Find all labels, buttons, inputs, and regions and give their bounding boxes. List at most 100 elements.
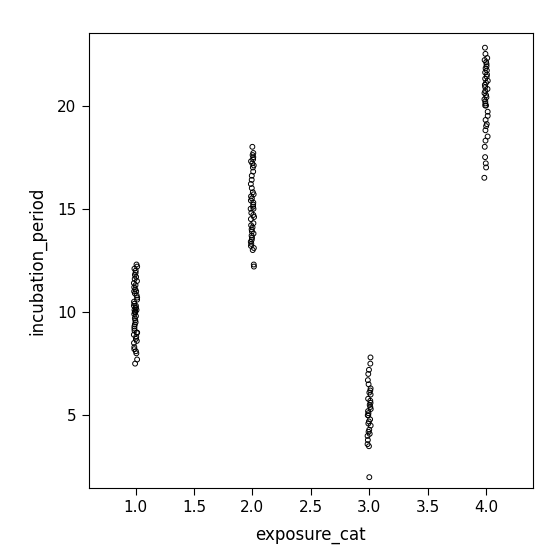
Point [482,58,491,66]
Point [364,409,373,418]
Point [130,307,139,316]
Point [130,264,139,273]
Point [248,159,257,168]
Point [130,299,139,308]
Point [130,359,139,368]
Point [249,161,258,170]
Point [366,390,375,399]
Point [366,415,375,424]
Point [482,101,491,110]
Point [248,171,256,180]
Point [364,435,372,444]
Point [364,376,372,384]
Point [247,225,256,234]
Point [480,55,489,64]
Point [132,349,141,358]
Point [132,273,140,281]
Point [246,221,255,230]
Point [131,268,140,277]
Point [366,359,375,368]
Point [248,223,257,232]
Point [249,204,258,213]
Point [246,237,255,246]
Point [132,335,140,343]
Point [249,153,258,162]
Point [482,120,491,129]
Point [483,107,492,116]
Point [365,442,374,450]
Point [483,76,492,85]
Point [133,295,142,304]
Point [365,425,374,434]
Point [132,304,140,312]
Point [481,99,490,108]
Point [130,320,139,329]
Point [366,403,375,412]
Point [249,202,258,211]
Point [129,301,138,310]
Point [248,235,256,244]
Point [130,345,139,353]
Point [482,122,491,131]
Point [481,86,490,95]
Point [249,198,258,207]
Point [133,355,142,364]
X-axis label: exposure_cat: exposure_cat [255,526,366,544]
Point [364,370,373,378]
Point [246,157,255,166]
Point [246,242,255,250]
Point [249,260,258,269]
Point [248,142,257,151]
Point [481,116,490,125]
Point [131,285,140,294]
Point [133,336,142,345]
Point [482,66,491,75]
Point [483,111,492,120]
Point [482,60,491,69]
Point [132,291,141,300]
Point [482,91,491,100]
Point [129,297,138,306]
Point [482,72,491,81]
Point [247,208,256,217]
Point [480,142,489,151]
Point [248,151,257,160]
Point [481,136,490,145]
Point [366,386,375,395]
Point [248,245,257,254]
Point [364,411,372,420]
Point [248,194,256,203]
Point [132,305,141,314]
Point [249,200,258,209]
Point [133,276,142,285]
Point [130,322,139,331]
Point [131,316,140,325]
Point [131,304,140,312]
Point [249,148,258,157]
Point [480,95,489,104]
Point [130,287,139,296]
Point [481,97,490,106]
Point [250,262,259,271]
Point [132,266,140,275]
Y-axis label: incubation_period: incubation_period [28,186,46,335]
Point [365,473,374,481]
Point [249,219,258,228]
Point [131,318,140,327]
Point [132,347,140,356]
Point [482,78,491,87]
Point [249,190,258,199]
Point [130,314,139,322]
Point [132,301,140,310]
Point [130,305,139,314]
Point [132,332,141,341]
Point [130,270,139,279]
Point [133,262,142,271]
Point [363,440,372,449]
Point [130,324,139,333]
Point [129,338,138,347]
Point [482,70,491,79]
Point [365,366,374,375]
Point [247,231,256,240]
Point [132,328,141,337]
